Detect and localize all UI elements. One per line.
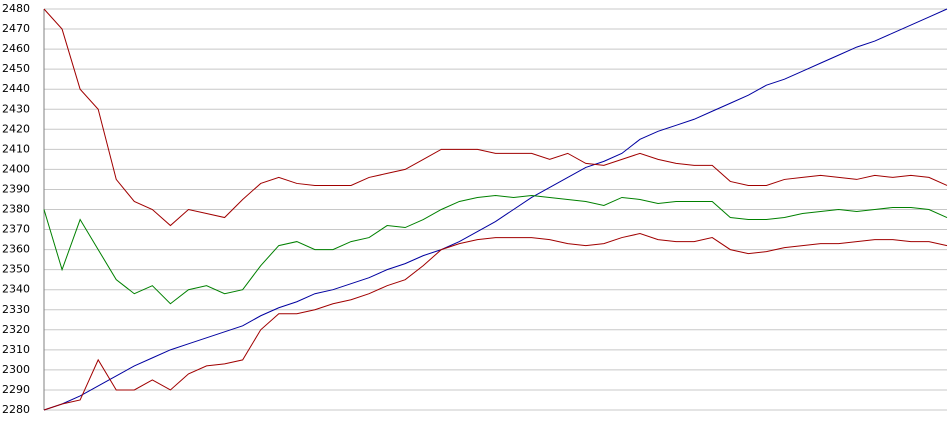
y-tick-label: 2360 bbox=[2, 243, 30, 256]
y-tick-label: 2390 bbox=[2, 182, 30, 195]
y-tick-label: 2300 bbox=[2, 363, 30, 376]
y-tick-label: 2320 bbox=[2, 323, 30, 336]
y-tick-label: 2330 bbox=[2, 303, 30, 316]
line-series bbox=[43, 194, 948, 305]
y-tick-label: 2380 bbox=[2, 203, 30, 216]
y-tick-label: 2310 bbox=[2, 343, 30, 356]
y-tick-label: 2450 bbox=[2, 62, 30, 75]
y-tick-label: 2400 bbox=[2, 162, 30, 175]
y-tick-label: 2280 bbox=[2, 403, 30, 416]
y-tick-label: 2430 bbox=[2, 102, 30, 115]
y-tick-label: 2370 bbox=[2, 223, 30, 236]
line-series bbox=[43, 233, 948, 411]
y-tick-label: 2410 bbox=[2, 142, 30, 155]
y-tick-label: 2480 bbox=[2, 2, 30, 15]
y-tick-label: 2350 bbox=[2, 263, 30, 276]
y-tick-label: 2340 bbox=[2, 283, 30, 296]
line-series bbox=[43, 8, 948, 227]
y-tick-label: 2470 bbox=[2, 22, 30, 35]
y-tick-label: 2290 bbox=[2, 383, 30, 396]
y-tick-label: 2420 bbox=[2, 122, 30, 135]
y-tick-label: 2440 bbox=[2, 82, 30, 95]
line-series bbox=[43, 8, 948, 411]
y-tick-label: 2460 bbox=[2, 42, 30, 55]
